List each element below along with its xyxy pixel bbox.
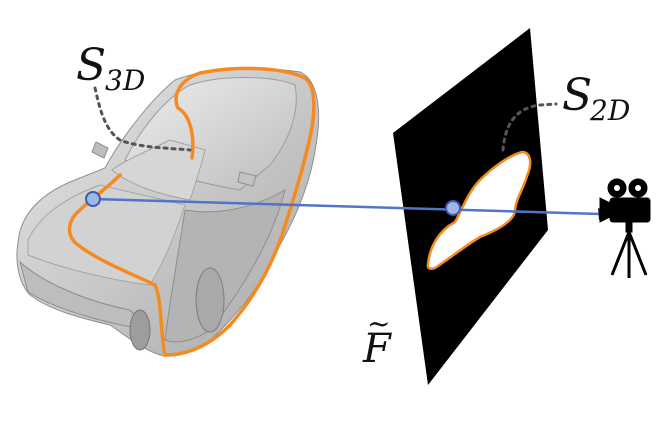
projection-ray	[92, 197, 601, 216]
label-s3d-main: S	[76, 40, 106, 91]
car-mirror-right	[237, 171, 257, 187]
camera-mount	[625, 221, 633, 233]
tripod-leg-right	[627, 231, 648, 276]
point-3d	[85, 191, 101, 207]
leader-line-s3d	[93, 86, 192, 152]
car-wheel-front	[129, 309, 151, 351]
label-s2d-sub: 2D	[589, 94, 630, 127]
label-s2d-main: S	[562, 70, 592, 121]
movie-camera-icon	[599, 178, 651, 278]
label-s3d: S 3D	[76, 40, 145, 97]
point-2d	[445, 200, 461, 216]
car-windshield	[111, 139, 206, 201]
image-plane	[393, 28, 548, 385]
camera-lens	[599, 197, 611, 223]
camera-body	[609, 197, 651, 223]
label-f-main: F	[362, 326, 392, 372]
car-3d-model	[16, 68, 320, 357]
tripod-leg-left	[610, 231, 631, 276]
label-f: F ~	[362, 307, 392, 372]
label-s2d: S 2D	[562, 70, 630, 127]
label-s3d-sub: 3D	[105, 64, 145, 97]
label-f-accent: ~	[367, 307, 390, 340]
leader-line-s2d	[501, 102, 558, 152]
car-mirror-left	[91, 141, 109, 159]
car-hood	[27, 184, 186, 286]
silhouette-3d-upper	[163, 66, 316, 357]
car-wheel-rear	[195, 267, 225, 333]
